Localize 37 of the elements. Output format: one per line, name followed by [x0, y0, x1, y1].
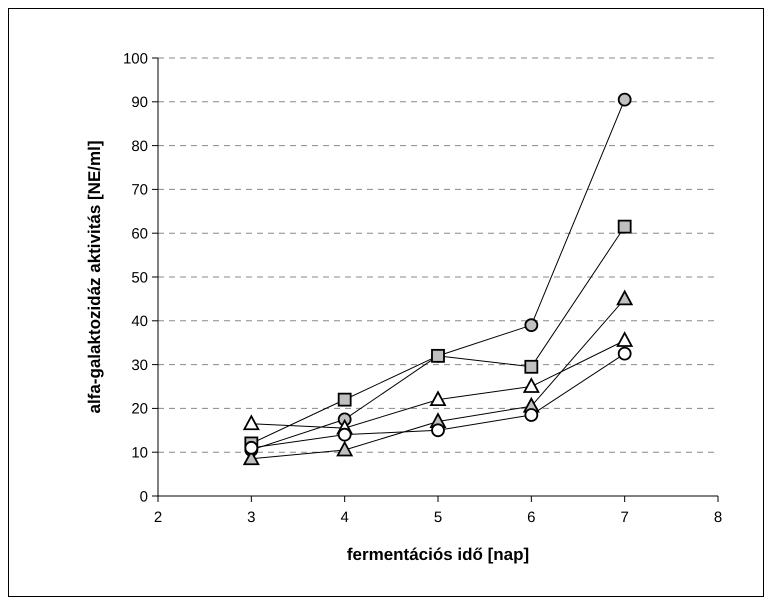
- y-tick-label: 50: [131, 269, 148, 286]
- point: [524, 360, 538, 374]
- x-tick-label: 5: [434, 509, 442, 526]
- point: [524, 318, 538, 332]
- point: [430, 391, 446, 406]
- point: [243, 415, 260, 430]
- point: [338, 428, 352, 442]
- point: [618, 92, 632, 107]
- y-axis-title: alfa-galaktozidáz aktivitás [NE/ml]: [85, 140, 104, 414]
- x-axis-title: fermentációs idő [nap]: [346, 545, 530, 564]
- point: [523, 378, 540, 393]
- y-tick-label: 0: [140, 488, 148, 506]
- y-tick-label: 30: [131, 356, 148, 374]
- point: [618, 220, 632, 234]
- point: [524, 408, 538, 422]
- y-tick-label: 80: [131, 138, 148, 155]
- point: [431, 423, 445, 438]
- x-tick-label: 8: [714, 509, 722, 526]
- y-tick-label: 70: [131, 182, 148, 199]
- point: [616, 332, 633, 347]
- point: [618, 346, 632, 361]
- x-tick-label: 6: [527, 509, 536, 526]
- point: [336, 442, 353, 456]
- point: [244, 440, 258, 455]
- point: [431, 348, 445, 363]
- y-tick-label: 10: [131, 444, 148, 462]
- x-tick-label: 2: [154, 509, 162, 526]
- y-tick-label: 60: [131, 225, 148, 242]
- y-tick-label: 20: [131, 400, 148, 418]
- point: [616, 290, 633, 306]
- x-tick-label: 4: [340, 509, 349, 526]
- y-tick-label: 90: [131, 94, 148, 112]
- y-tick-label: 100: [122, 50, 148, 68]
- x-tick-label: 3: [247, 509, 256, 526]
- y-tick-label: 40: [131, 313, 148, 330]
- x-tick-label: 7: [620, 509, 629, 526]
- point: [338, 392, 352, 407]
